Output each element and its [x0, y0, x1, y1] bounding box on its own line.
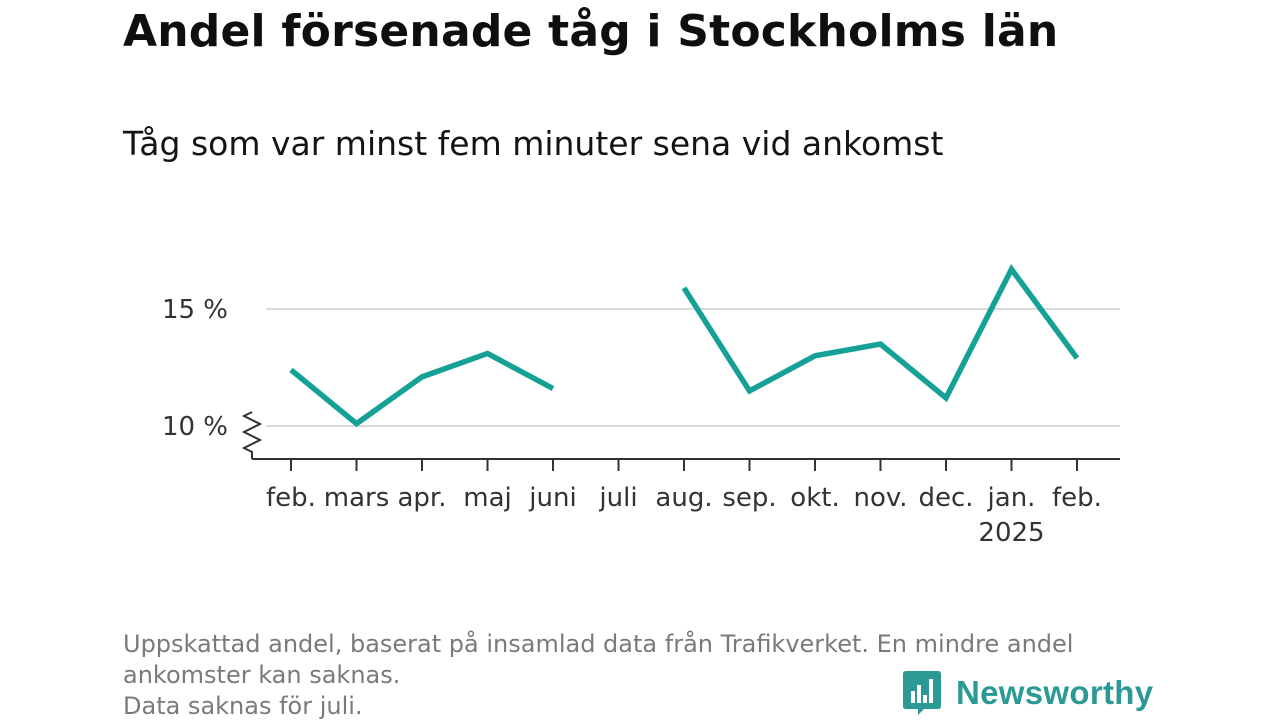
- x-tick-label: okt.: [790, 483, 839, 513]
- x-tick-label: mars: [324, 483, 390, 513]
- x-tick-label: juli: [598, 483, 637, 513]
- x-tick-label: nov.: [853, 483, 907, 513]
- bar-chart-bubble-icon: [903, 671, 941, 715]
- x-tick-label: jan.: [987, 483, 1036, 513]
- x-tick-label: dec.: [918, 483, 973, 513]
- chart-subtitle: Tåg som var minst fem minuter sena vid a…: [123, 124, 944, 163]
- x-tick-label: aug.: [655, 483, 712, 513]
- x-tick-label: maj: [463, 483, 511, 513]
- footnote: Uppskattad andel, baserat på insamlad da…: [123, 629, 1073, 722]
- series-line: [681, 264, 1080, 403]
- y-tick-label: 15 %: [162, 295, 228, 325]
- x-tick-label: feb.: [1052, 483, 1102, 513]
- axis-break-marker: [241, 411, 263, 459]
- x-tick-label: sep.: [722, 483, 776, 513]
- footnote-line-2: ankomster kan saknas.: [123, 661, 401, 689]
- x-tick-label: apr.: [397, 483, 446, 513]
- chart-title: Andel försenade tåg i Stockholms län: [123, 6, 1059, 57]
- x-year-label: 2025: [978, 518, 1044, 548]
- series-line: [289, 350, 555, 428]
- newsworthy-logo[interactable]: Newsworthy: [902, 669, 1153, 717]
- footnote-line-1: Uppskattad andel, baserat på insamlad da…: [123, 630, 1074, 658]
- x-tick-label: feb.: [266, 483, 316, 513]
- brand-name: Newsworthy: [956, 674, 1154, 711]
- footnote-line-3: Data saknas för juli.: [123, 692, 363, 720]
- y-tick-label: 10 %: [162, 412, 228, 442]
- x-tick-label: juni: [528, 483, 576, 513]
